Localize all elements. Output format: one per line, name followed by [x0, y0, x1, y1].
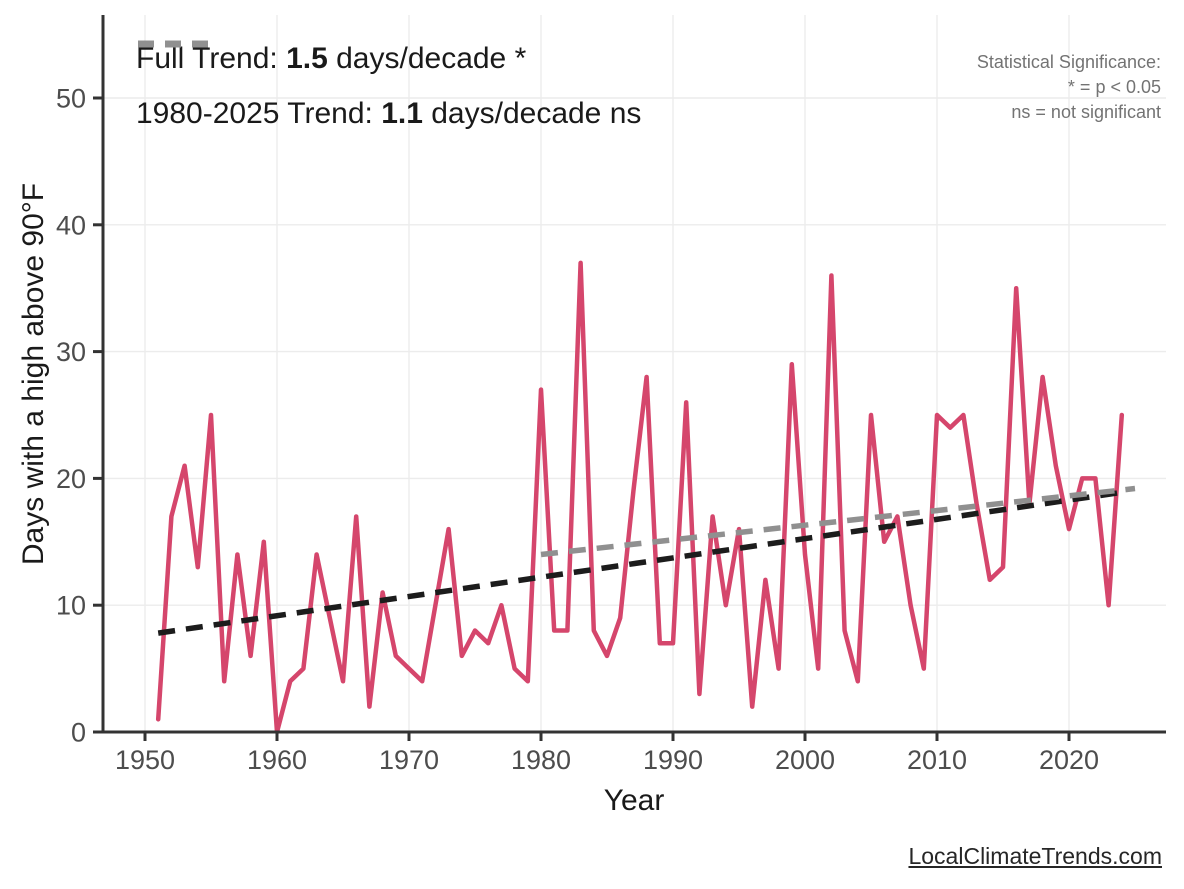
recent-trend-line — [540, 485, 1136, 558]
y-tick-label: 0 — [71, 718, 86, 748]
watermark-link[interactable]: LocalClimateTrends.com — [908, 843, 1162, 869]
significance-note-star: * = p < 0.05 — [1067, 77, 1161, 97]
y-axis-title: Days with a high above 90°F — [17, 182, 50, 566]
y-tick-label: 20 — [56, 464, 86, 494]
y-tick-label: 30 — [56, 337, 86, 367]
x-axis-title: Year — [603, 784, 665, 817]
x-tick-label: 1990 — [643, 745, 703, 775]
significance-note: Statistical Significance: * = p < 0.05 n… — [977, 50, 1161, 125]
gridlines — [103, 15, 1166, 732]
significance-note-title: Statistical Significance: — [976, 52, 1161, 72]
x-tick-label: 2020 — [1039, 745, 1099, 775]
y-tick-label: 40 — [56, 210, 86, 240]
trend-layer — [157, 485, 1136, 636]
x-tick-label: 1980 — [511, 745, 571, 775]
y-tick-label: 10 — [56, 591, 86, 621]
x-tick-label: 1970 — [379, 745, 439, 775]
axes-layer — [101, 15, 1166, 734]
legend-item-full-trend: Full Trend: 1.5 days/decade * — [136, 38, 641, 79]
legend: Full Trend: 1.5 days/decade * 1980-2025 … — [136, 38, 641, 134]
x-tick-label: 2000 — [775, 745, 835, 775]
x-tick-label: 1950 — [115, 745, 175, 775]
series-layer — [155, 260, 1125, 735]
x-tick-label: 1960 — [247, 745, 307, 775]
legend-label-recent-trend: 1980-2025 Trend: 1.1 days/decade ns — [136, 96, 642, 130]
tick-layer: 1950 1960 1970 1980 1990 2000 2010 2020 0 10 20 30 4… — [56, 84, 1099, 776]
days-above-90-line — [155, 260, 1125, 735]
significance-note-ns: ns = not significant — [1011, 102, 1161, 122]
legend-item-recent-trend: 1980-2025 Trend: 1.1 days/decade ns — [136, 40, 642, 134]
y-tick-label: 50 — [56, 84, 86, 114]
full-trend-line — [157, 489, 1123, 636]
recent-trend-dash-swatch — [138, 40, 208, 48]
legend-label-full-trend: Full Trend: 1.5 days/decade * — [136, 41, 527, 75]
x-tick-label: 2010 — [907, 745, 967, 775]
